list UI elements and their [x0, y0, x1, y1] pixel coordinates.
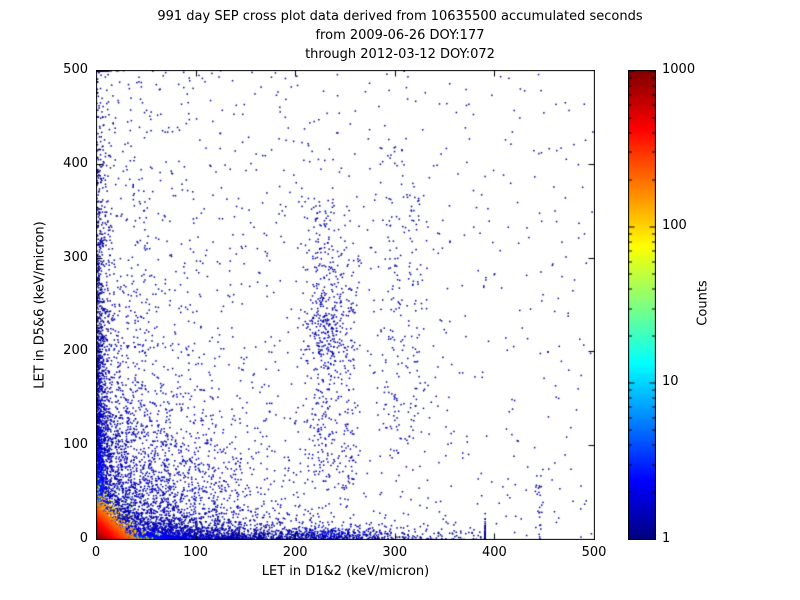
colorbar-tick-label: 1000	[662, 61, 696, 77]
y-tick-label: 300	[63, 249, 88, 265]
chart-title: 991 day SEP cross plot data derived from…	[157, 9, 643, 24]
y-tick-label: 200	[63, 343, 88, 359]
x-tick-label: 500	[581, 545, 607, 560]
colorbar-tick-label: 1	[662, 530, 671, 546]
scatter-plot-canvas	[96, 70, 595, 540]
y-tick-label: 500	[63, 62, 88, 77]
x-tick-label: 0	[91, 545, 101, 560]
y-axis-label: LET in D5&6 (keV/micron)	[32, 221, 48, 389]
colorbar-label: Counts	[695, 280, 711, 326]
x-tick-label: 100	[183, 545, 208, 560]
colorbar-canvas	[628, 70, 656, 540]
y-tick-label: 0	[79, 531, 88, 546]
chart-subtitle-1: from 2009-06-26 DOY:177	[315, 28, 485, 43]
x-tick-label: 300	[382, 545, 408, 560]
colorbar-tick-label: 10	[662, 374, 679, 390]
chart-title-block: 991 day SEP cross plot data derived from…	[0, 7, 800, 64]
y-tick-label: 400	[63, 155, 88, 171]
colorbar-tick-label: 100	[662, 217, 687, 233]
chart-subtitle-2: through 2012-03-12 DOY:072	[305, 47, 495, 62]
x-tick-label: 200	[282, 545, 308, 560]
y-tick-label: 100	[63, 437, 88, 453]
x-tick-label: 400	[481, 545, 507, 560]
x-axis-label: LET in D1&2 (keV/micron)	[261, 564, 430, 579]
